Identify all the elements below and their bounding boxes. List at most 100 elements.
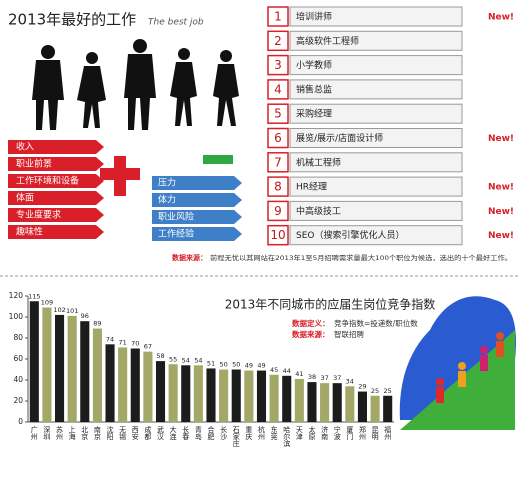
value-label: 49: [257, 362, 265, 370]
factor-label: 职业风险: [158, 211, 194, 223]
factor-bar: [8, 157, 104, 171]
value-label: 58: [156, 352, 164, 360]
job-title: SEO（搜索引擎优化人员）: [296, 229, 404, 241]
bar: [383, 395, 393, 422]
x-tick-label: 成都: [144, 425, 152, 441]
y-tick-label: 60: [13, 354, 23, 363]
job-title: 小学教师: [296, 59, 332, 71]
job-title: 机械工程师: [296, 156, 341, 168]
bar: [168, 364, 178, 422]
job-bar: [289, 225, 463, 246]
x-tick-label: 重庆: [245, 426, 253, 441]
job-bar: [289, 200, 463, 221]
rank-number: 1: [274, 10, 282, 24]
job-bar: [289, 128, 463, 148]
silhouettes: [32, 39, 239, 130]
x-tick-label: 广州: [30, 425, 38, 440]
factor-bar: [152, 193, 242, 207]
x-tick-label: 无锡: [119, 426, 127, 441]
factor-label: 职业前景: [16, 158, 52, 170]
rank-box: [267, 54, 289, 76]
y-tick-label: 100: [9, 312, 24, 321]
job-title: 中高级技工: [296, 205, 341, 217]
bar: [118, 347, 128, 422]
value-label: 102: [53, 306, 65, 314]
job-bar: [289, 6, 463, 27]
green-minus: [203, 155, 233, 164]
rank-number: 6: [274, 131, 282, 145]
factor-label: 专业度要求: [16, 209, 61, 221]
factor-label: 工作经验: [158, 228, 194, 240]
rank-number: 5: [274, 107, 282, 121]
rank-box: [267, 127, 289, 149]
rank-number: 2: [274, 34, 282, 48]
factor-bar: [8, 225, 104, 239]
red-cross: [100, 156, 140, 196]
rank-number: 4: [274, 82, 282, 96]
job-title: 高级软件工程师: [296, 35, 359, 47]
factor-bar: [8, 174, 104, 188]
bar: [332, 383, 342, 422]
rank-number: 9: [274, 204, 282, 218]
x-tick-label: 上海: [68, 425, 76, 441]
bar: [269, 374, 279, 422]
value-label: 67: [144, 343, 152, 351]
annotation-label: 数据定义：: [292, 318, 330, 328]
annotation-text: 竞争指数=投递数/职位数: [334, 318, 418, 328]
job-title: 采购经理: [296, 108, 332, 120]
factor-label: 体力: [158, 194, 176, 206]
x-tick-label: 苏州: [56, 425, 64, 440]
bar: [370, 395, 380, 422]
bar: [307, 382, 317, 422]
mountain-illustration: [399, 296, 516, 430]
x-tick-label: 青岛: [194, 425, 202, 441]
x-tick-label: 北京: [81, 426, 89, 441]
rank-box: [267, 152, 289, 173]
factor-label: 压力: [158, 177, 176, 189]
x-tick-label: 南京: [93, 425, 101, 441]
rank-box: [267, 176, 289, 197]
header-title: 2013年最好的工作: [8, 11, 136, 29]
value-label: 50: [232, 361, 240, 369]
rank-box: [267, 103, 289, 124]
x-tick-label: 长春: [182, 425, 190, 441]
y-tick-label: 0: [18, 417, 23, 426]
x-tick-label: 济南: [321, 425, 329, 440]
y-tick-label: 20: [13, 396, 23, 405]
value-label: 101: [66, 307, 78, 315]
factor-label: 趣味性: [16, 226, 43, 238]
chart-title: 2013年不同城市的应届生岗位竞争指数: [225, 297, 436, 312]
job-bar: [289, 176, 463, 197]
bar: [231, 369, 241, 422]
bar: [219, 369, 229, 422]
rank-number: 8: [274, 180, 282, 194]
x-tick-label: 长沙: [220, 425, 228, 440]
rank-box: [267, 79, 289, 100]
bar: [244, 370, 254, 422]
new-badge: New!: [488, 134, 514, 144]
bar: [92, 328, 102, 422]
new-badge: New!: [488, 207, 514, 217]
value-label: 37: [333, 374, 341, 382]
value-label: 115: [28, 292, 40, 300]
job-bar: [289, 152, 463, 173]
rank-number: 7: [274, 155, 282, 169]
x-tick-label: 合肥: [207, 425, 215, 441]
x-tick-label: 太原: [308, 425, 316, 440]
bar: [80, 321, 90, 422]
value-label: 45: [270, 366, 278, 374]
job-title: HR经理: [296, 181, 327, 193]
x-tick-label: 杭州: [257, 425, 265, 440]
bar: [155, 361, 166, 422]
value-label: 44: [283, 367, 291, 375]
y-tick-label: 40: [13, 375, 23, 384]
factor-bar: [152, 227, 242, 241]
annotation-text: 智联招聘: [334, 329, 364, 339]
job-title: 销售总监: [296, 83, 332, 95]
rank-box: [267, 6, 289, 27]
value-label: 37: [320, 374, 328, 382]
annotation-label: 数据来源：: [292, 329, 330, 339]
x-tick-label: 武汉: [157, 425, 165, 441]
value-label: 25: [371, 387, 379, 395]
x-tick-label: 福州: [384, 425, 392, 440]
